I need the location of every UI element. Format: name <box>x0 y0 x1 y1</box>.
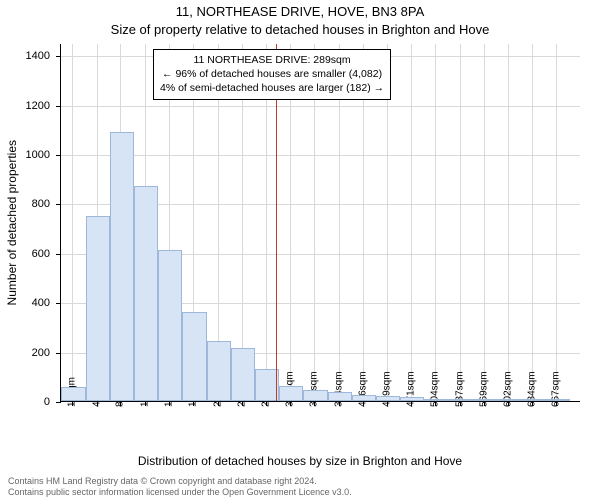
gridline-vertical <box>508 44 509 401</box>
y-tick-label: 400 <box>32 297 56 309</box>
histogram-bar <box>110 132 134 401</box>
y-axis-label-wrap: Number of detached properties <box>2 44 22 402</box>
histogram-bar <box>328 392 353 401</box>
gridline-vertical <box>460 44 461 401</box>
gridline-vertical <box>556 44 557 401</box>
histogram-bar <box>207 341 232 401</box>
gridline-vertical <box>532 44 533 401</box>
x-axis-label: Distribution of detached houses by size … <box>0 454 600 468</box>
x-tick-label: 374sqm <box>333 371 344 407</box>
x-tick-label: 406sqm <box>357 371 368 407</box>
y-tick-mark <box>56 402 61 403</box>
histogram-bar <box>545 399 570 401</box>
x-tick-label: 569sqm <box>478 371 489 407</box>
chart-title-line1: 11, NORTHEASE DRIVE, HOVE, BN3 8PA <box>0 4 600 19</box>
gridline-vertical <box>411 44 412 401</box>
gridline-vertical <box>484 44 485 401</box>
footer-line2: Contains public sector information licen… <box>8 487 352 497</box>
x-tick-label: 471sqm <box>405 371 416 407</box>
y-tick-mark <box>56 303 61 304</box>
histogram-bar <box>449 399 474 401</box>
y-tick-mark <box>56 155 61 156</box>
y-tick-label: 1000 <box>26 149 56 161</box>
histogram-bar <box>424 399 449 401</box>
x-tick-label: 667sqm <box>551 371 562 407</box>
histogram-bar <box>86 216 111 401</box>
x-tick-label: 537sqm <box>454 371 465 407</box>
y-tick-label: 600 <box>32 248 56 260</box>
y-axis-label: Number of detached properties <box>5 140 19 305</box>
y-tick-mark <box>56 254 61 255</box>
histogram-bar <box>279 386 303 401</box>
x-tick-label: 602sqm <box>503 371 514 407</box>
gridline-horizontal <box>61 155 580 156</box>
gridline-horizontal <box>61 106 580 107</box>
x-tick-label: 634sqm <box>526 371 537 407</box>
y-tick-label: 1400 <box>26 50 56 62</box>
histogram-bar <box>497 399 522 401</box>
chart-container: { "title_line1": "11, NORTHEASE DRIVE, H… <box>0 0 600 500</box>
plot-area: 15sqm48sqm80sqm113sqm145sqm178sqm211sqm2… <box>60 44 580 402</box>
histogram-bar <box>303 390 328 401</box>
y-tick-label: 800 <box>32 198 56 210</box>
footer-line1: Contains HM Land Registry data © Crown c… <box>8 476 317 486</box>
histogram-bar <box>231 348 255 401</box>
y-tick-mark <box>56 353 61 354</box>
histogram-bar <box>522 399 546 401</box>
y-tick-label: 0 <box>44 396 56 408</box>
histogram-bar <box>61 387 86 401</box>
annotation-line3: 4% of semi-detached houses are larger (1… <box>160 81 384 95</box>
footer-attribution: Contains HM Land Registry data © Crown c… <box>8 476 592 499</box>
histogram-bar <box>158 250 182 401</box>
histogram-bar <box>182 312 207 401</box>
chart-title-line2: Size of property relative to detached ho… <box>0 22 600 37</box>
annotation-line2: ← 96% of detached houses are smaller (4,… <box>160 67 384 81</box>
x-tick-label: 439sqm <box>382 371 393 407</box>
histogram-bar <box>352 395 376 401</box>
y-tick-mark <box>56 204 61 205</box>
annotation-box: 11 NORTHEASE DRIVE: 289sqm← 96% of detac… <box>153 49 391 100</box>
histogram-bar <box>473 399 497 401</box>
annotation-line1: 11 NORTHEASE DRIVE: 289sqm <box>160 53 384 67</box>
y-tick-label: 1200 <box>26 100 56 112</box>
y-tick-mark <box>56 106 61 107</box>
y-tick-mark <box>56 56 61 57</box>
gridline-vertical <box>72 44 73 401</box>
y-tick-label: 200 <box>32 347 56 359</box>
x-tick-label: 504sqm <box>430 371 441 407</box>
histogram-bar <box>400 397 424 401</box>
histogram-bar <box>134 186 159 401</box>
gridline-vertical <box>435 44 436 401</box>
histogram-bar <box>376 396 401 401</box>
